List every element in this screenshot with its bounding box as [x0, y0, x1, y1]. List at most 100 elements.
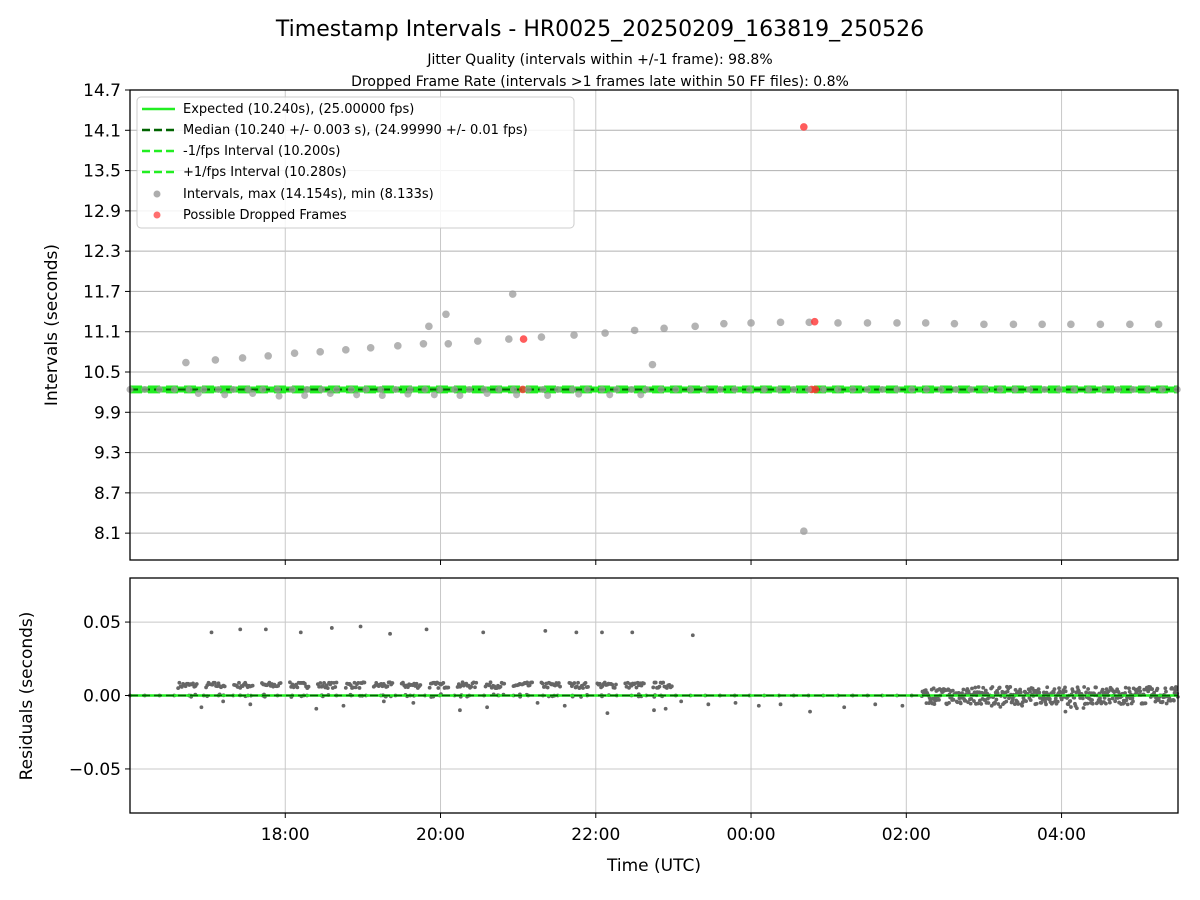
- residuals-y-tick-label: −0.05: [69, 760, 121, 780]
- residual-point-cluster: [288, 680, 292, 685]
- residual-point-dense: [944, 702, 949, 707]
- residual-point-dense: [986, 701, 991, 705]
- residual-point-dense: [1020, 703, 1025, 708]
- residual-point-cluster: [194, 682, 199, 686]
- interval-point-baseline: [332, 385, 340, 393]
- legend-expected-label: Expected (10.240s), (25.00000 fps): [183, 102, 414, 117]
- interval-point-baseline: [878, 385, 886, 393]
- residual-point-dense: [1037, 690, 1042, 695]
- residual-point-cluster: [540, 681, 545, 686]
- interval-point-low: [544, 392, 552, 399]
- time-x-tick-label: 00:00: [727, 825, 776, 845]
- interval-point-baseline: [568, 385, 576, 393]
- chart-subtitle-dropped: Dropped Frame Rate (intervals >1 frames …: [351, 74, 849, 90]
- interval-point-baseline: [745, 385, 753, 393]
- residual-point-cluster: [343, 685, 348, 690]
- residual-point-outlier: [481, 630, 486, 635]
- residual-point-dense: [1043, 700, 1048, 704]
- interval-point-baseline: [1173, 385, 1181, 393]
- residual-point-dense: [1047, 696, 1052, 701]
- residual-point-cluster: [525, 680, 530, 685]
- residual-point-outlier: [600, 630, 604, 635]
- residual-point-dense: [1164, 701, 1169, 706]
- interval-point: [1154, 320, 1163, 329]
- interval-point-baseline: [362, 385, 370, 393]
- residual-point-outlier: [341, 703, 346, 708]
- residuals-y-ticks: −0.05 0.00 0.05: [69, 613, 130, 780]
- interval-point-baseline: [863, 385, 871, 393]
- dropped-frame-point: [800, 123, 808, 131]
- time-x-tick-label: 18:00: [261, 825, 310, 845]
- residual-point-cluster: [324, 683, 329, 688]
- interval-point-baseline: [908, 385, 916, 393]
- residual-point-dense: [1040, 697, 1045, 702]
- residual-point-outlier: [900, 703, 905, 708]
- interval-point-low: [301, 392, 309, 399]
- interval-point-baseline: [244, 385, 252, 393]
- residual-point-cluster: [322, 681, 326, 685]
- residuals-y-label: Residuals (seconds): [17, 612, 37, 781]
- interval-point-baseline: [1011, 385, 1019, 393]
- interval-point-baseline: [1055, 385, 1063, 393]
- residual-point-dense: [1016, 702, 1021, 706]
- residual-point-dense: [976, 685, 981, 689]
- intervals-y-label: Intervals (seconds): [42, 244, 62, 406]
- interval-point: [691, 322, 699, 331]
- dropped-frame-point: [811, 385, 820, 394]
- interval-point: [442, 310, 450, 319]
- residual-point-cluster: [212, 680, 217, 685]
- residual-point-cluster: [642, 681, 646, 686]
- residual-point-outlier: [314, 706, 319, 711]
- residual-point-dense: [1072, 695, 1077, 700]
- interval-point: [834, 319, 842, 327]
- residual-point-dense: [950, 688, 955, 693]
- interval-point-baseline: [303, 385, 311, 393]
- interval-point-baseline: [790, 385, 798, 393]
- residual-point-dense: [961, 687, 966, 692]
- residual-point-cluster: [487, 683, 492, 688]
- time-x-tick-label: 20:00: [416, 825, 465, 845]
- interval-point-low: [221, 391, 229, 399]
- residual-point-outlier: [238, 627, 243, 632]
- residual-point-dense: [1036, 687, 1041, 692]
- residual-point-cluster: [302, 681, 307, 686]
- legend-minus-fps-label: -1/fps Interval (10.200s): [183, 144, 340, 159]
- intervals-y-ticks: 8.1 8.7 9.3 9.9 10.5 11.1 11.7 12.3 12.9 13.5 14.1…: [83, 81, 1063, 565]
- interval-point-baseline: [524, 385, 532, 393]
- residual-point-outlier: [248, 702, 253, 707]
- residual-point-dense: [976, 701, 980, 706]
- interval-point-baseline: [819, 385, 827, 393]
- interval-point: [800, 527, 808, 535]
- residual-point-cluster: [653, 680, 658, 685]
- interval-point-baseline: [1144, 385, 1152, 393]
- intervals-y-tick-label: 12.9: [83, 202, 121, 222]
- interval-point-baseline: [141, 385, 149, 393]
- residual-point-dense: [993, 700, 997, 705]
- residual-point-dense: [1053, 696, 1058, 701]
- interval-point-baseline: [731, 385, 739, 393]
- interval-point-baseline: [1099, 385, 1107, 393]
- residual-point-outlier: [329, 626, 334, 630]
- intervals-y-tick-label: 9.9: [94, 403, 121, 423]
- residual-point-dense: [973, 685, 978, 690]
- residual-point-cluster: [418, 683, 423, 687]
- intervals-y-tick-label: 13.5: [83, 162, 121, 182]
- residual-point-dense: [996, 702, 1001, 706]
- residual-point-dense: [1125, 702, 1130, 707]
- interval-point-baseline: [465, 385, 473, 393]
- residual-point-dense: [1138, 689, 1143, 694]
- interval-point: [425, 322, 433, 331]
- interval-point-baseline: [1040, 385, 1048, 393]
- residual-point-dense: [983, 688, 988, 693]
- dropped-frame-point: [519, 385, 527, 394]
- interval-point-baseline: [613, 385, 621, 393]
- intervals-y-tick-label: 14.7: [83, 81, 121, 101]
- intervals-y-tick-label: 12.3: [83, 242, 121, 262]
- interval-point: [316, 348, 324, 356]
- interval-point: [980, 320, 988, 329]
- interval-point-baseline: [273, 385, 281, 393]
- time-x-tick-label: 04:00: [1037, 825, 1086, 845]
- chart-subtitle-jitter: Jitter Quality (intervals within +/-1 fr…: [426, 52, 772, 68]
- residual-point-cluster: [556, 681, 561, 685]
- interval-point: [1126, 320, 1134, 329]
